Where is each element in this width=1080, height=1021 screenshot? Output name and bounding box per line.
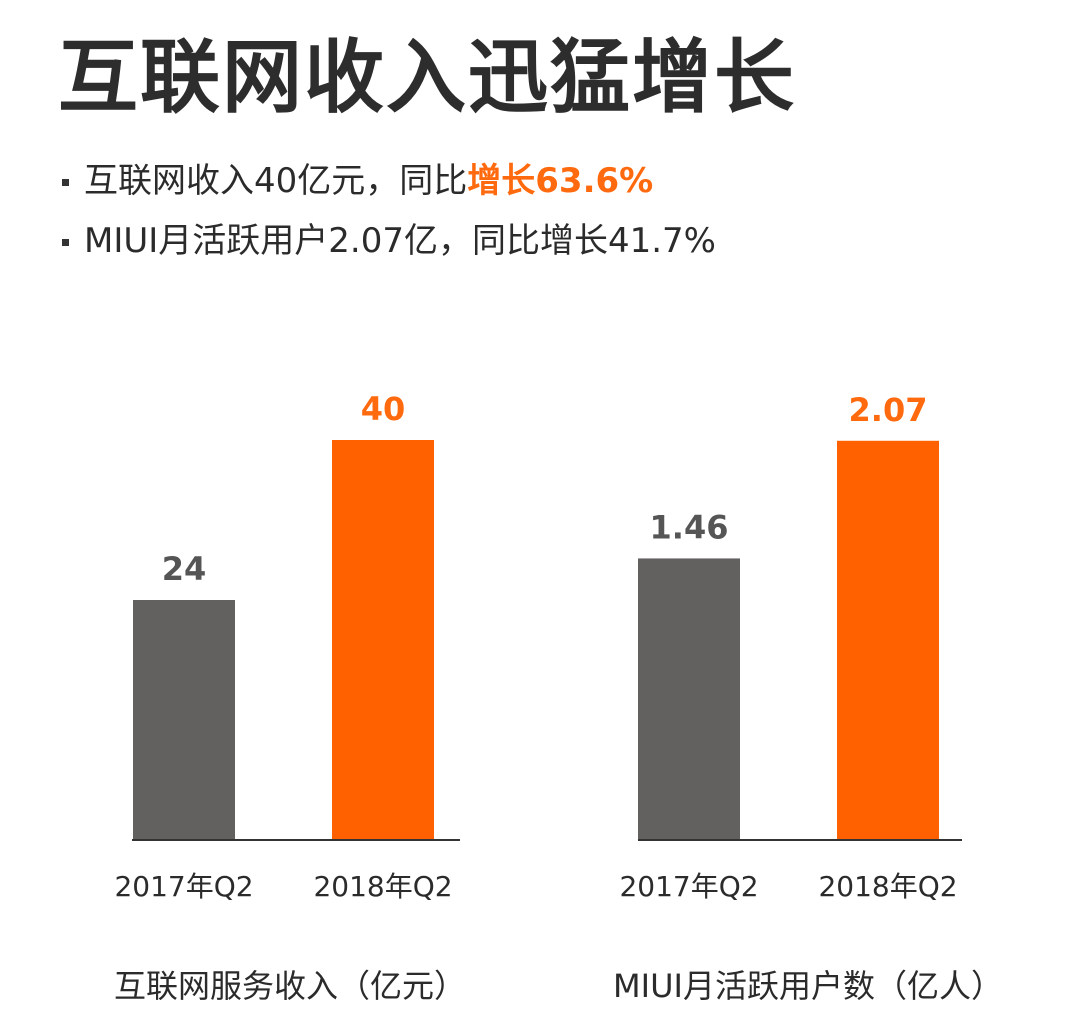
bullet-text-prefix: MIUI月活跃用户2.07亿，同比增长41.7% <box>84 221 716 261</box>
bar-2-2 <box>837 440 939 840</box>
data-label-2-2: 2.07 <box>849 391 928 429</box>
bar-1-2 <box>332 440 434 840</box>
data-label-1-1: 24 <box>162 550 207 588</box>
chart-title-1: 互联网服务收入（亿元） <box>114 967 466 1005</box>
x-tick-label-2-2: 2018年Q2 <box>818 870 957 903</box>
bullet-text-prefix: 互联网收入40亿元，同比 <box>84 161 468 201</box>
data-label-1-2: 40 <box>361 390 406 428</box>
data-label-2-1: 1.46 <box>650 508 729 546</box>
x-tick-label-2-1: 2017年Q2 <box>619 870 758 903</box>
bullet-text: 互联网收入40亿元，同比增长63.6% <box>84 155 653 207</box>
bullet-dot-icon <box>62 239 69 246</box>
bullet-text-highlight: 增长63.6% <box>467 161 654 201</box>
headline: 互联网收入迅猛增长 <box>58 31 796 124</box>
bullet-text: MIUI月活跃用户2.07亿，同比增长41.7% <box>84 215 716 267</box>
x-tick-label-1-2: 2018年Q2 <box>313 870 452 903</box>
bar-1-1 <box>133 600 235 840</box>
x-tick-label-1-1: 2017年Q2 <box>114 870 253 903</box>
bar-2-1 <box>638 558 740 840</box>
chart-title-2: MIUI月活跃用户数（亿人） <box>613 967 1003 1005</box>
bullet-dot-icon <box>62 179 69 186</box>
